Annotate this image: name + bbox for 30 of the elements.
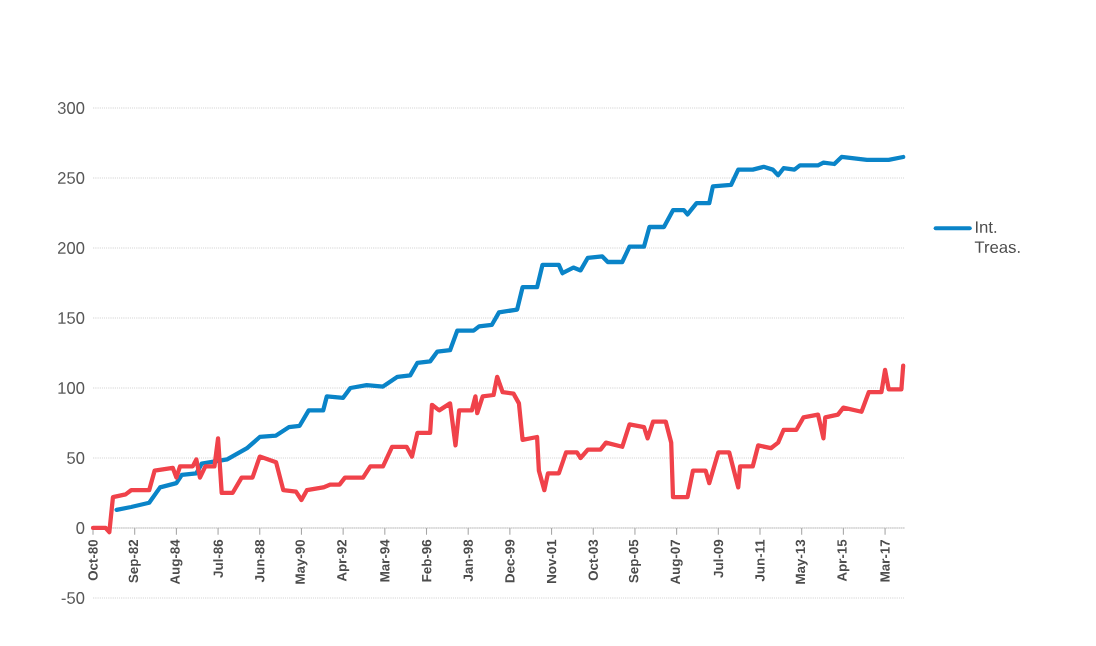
y-tick-label: 0 xyxy=(76,522,85,534)
x-tick-label: Dec-99 xyxy=(505,539,515,583)
y-tick-label: 50 xyxy=(67,452,85,464)
x-tick-label: Apr-15 xyxy=(837,539,850,582)
x-tick-label: Apr-92 xyxy=(337,539,350,582)
x-tick-label: Jan-98 xyxy=(463,539,473,582)
x-tick-label: Aug-07 xyxy=(670,539,683,585)
x-tick-label: Aug-84 xyxy=(170,539,183,585)
y-tick-label: -50 xyxy=(61,592,85,604)
x-tick-label: Sep-82 xyxy=(128,539,141,583)
x-tick-label: Jul-86 xyxy=(213,539,223,578)
x-tick-label: Oct-80 xyxy=(88,539,98,581)
x-tick-label: Jun-11 xyxy=(755,539,765,582)
x-tick-label: Mar-94 xyxy=(380,539,390,582)
x-tick-label: May-13 xyxy=(795,539,808,584)
x-tick-label: Sep-05 xyxy=(628,539,641,583)
x-tick-label: Feb-96 xyxy=(421,539,432,582)
x-tick-label: Jun-88 xyxy=(255,539,265,583)
x-tick-label: Jul-09 xyxy=(713,539,724,578)
line-series xyxy=(90,363,906,535)
x-tick-label: Mar-17 xyxy=(880,539,890,582)
x-tick-label: May-90 xyxy=(295,539,308,584)
x-tick-label: Nov-01 xyxy=(546,539,557,583)
y-tick-label: 300 xyxy=(57,102,85,114)
legend-label: Int. Treas. xyxy=(974,221,1020,254)
y-tick-label: 200 xyxy=(58,242,85,254)
y-tick-label: 100 xyxy=(58,382,85,394)
x-tick-label: Oct-03 xyxy=(588,539,598,581)
y-tick-label: 250 xyxy=(58,172,85,184)
y-tick-label: 150 xyxy=(58,312,85,324)
